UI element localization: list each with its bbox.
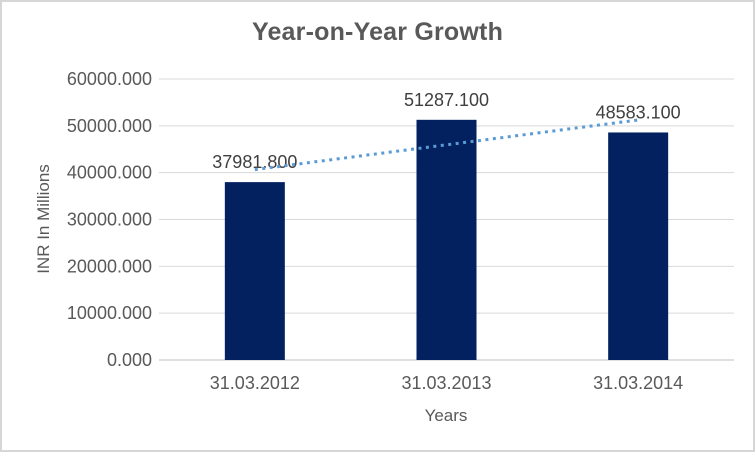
x-tick-label: 31.03.2012 [210,373,300,393]
y-tick-label: 30000.000 [67,210,152,230]
y-tick-label: 40000.000 [67,163,152,183]
x-axis-title: Years [424,406,468,425]
y-tick-label: 60000.000 [67,69,152,89]
x-tick-label: 31.03.2013 [401,373,491,393]
data-label: 37981.800 [212,152,297,172]
y-tick-label: 0.000 [107,350,152,370]
bar [416,119,477,360]
y-tick-label: 50000.000 [67,116,152,136]
bar [224,182,285,360]
bar [608,132,669,360]
data-label: 51287.100 [404,90,489,110]
chart-title: Year-on-Year Growth [251,18,504,46]
x-tick-label: 31.03.2014 [593,373,683,393]
y-tick-label: 10000.000 [67,303,152,323]
data-label: 48583.100 [596,102,681,122]
y-tick-label: 20000.000 [67,256,152,276]
